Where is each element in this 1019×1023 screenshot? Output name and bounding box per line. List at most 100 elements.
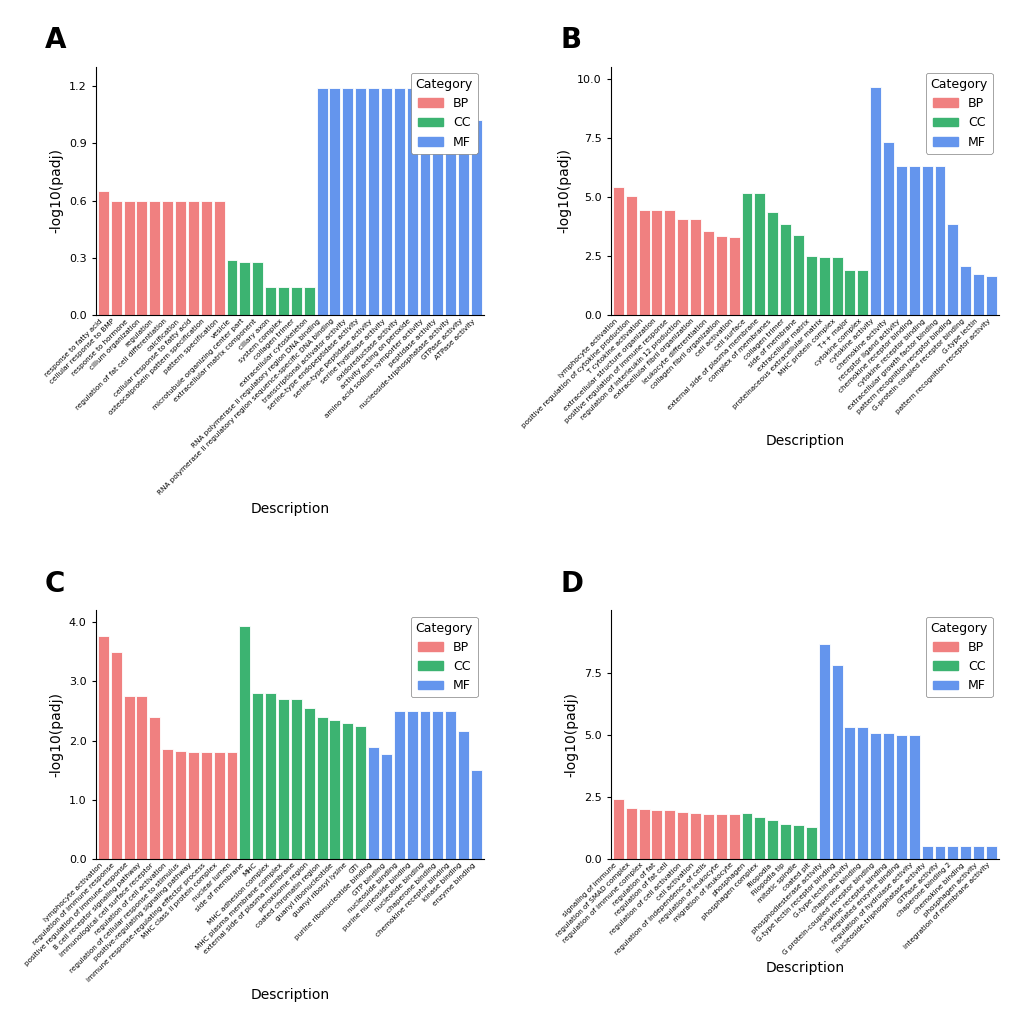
Bar — [908, 735, 919, 859]
Text: D: D — [559, 570, 583, 598]
Bar — [316, 717, 327, 859]
Bar — [342, 88, 353, 315]
Bar — [933, 846, 945, 859]
Bar — [111, 652, 121, 859]
Bar — [368, 747, 379, 859]
Text: A: A — [45, 27, 66, 54]
Bar — [663, 810, 675, 859]
Bar — [355, 725, 366, 859]
X-axis label: Description: Description — [250, 988, 329, 1003]
Bar — [329, 720, 340, 859]
Bar — [612, 187, 624, 315]
Bar — [792, 826, 803, 859]
Bar — [458, 99, 469, 315]
Bar — [252, 262, 263, 315]
Bar — [638, 210, 649, 315]
Bar — [805, 256, 816, 315]
Bar — [149, 717, 160, 859]
Bar — [677, 811, 688, 859]
Bar — [342, 723, 353, 859]
Bar — [98, 636, 109, 859]
Bar — [278, 699, 288, 859]
Bar — [702, 231, 713, 315]
Bar — [651, 210, 661, 315]
Bar — [830, 665, 842, 859]
Bar — [663, 210, 675, 315]
Bar — [921, 166, 931, 315]
Legend: BP, CC, MF: BP, CC, MF — [925, 73, 991, 153]
Bar — [947, 224, 958, 315]
Bar — [985, 276, 996, 315]
Bar — [818, 257, 828, 315]
Bar — [754, 816, 764, 859]
Bar — [432, 711, 443, 859]
Bar — [239, 626, 250, 859]
Bar — [187, 201, 199, 315]
Bar — [638, 809, 649, 859]
Bar — [947, 846, 958, 859]
Bar — [380, 88, 391, 315]
Bar — [471, 770, 481, 859]
X-axis label: Description: Description — [764, 435, 844, 448]
Bar — [380, 754, 391, 859]
Bar — [419, 88, 430, 315]
Bar — [213, 753, 224, 859]
Bar — [187, 753, 199, 859]
Bar — [304, 708, 314, 859]
Bar — [368, 88, 379, 315]
Bar — [432, 88, 443, 315]
Bar — [175, 201, 185, 315]
Bar — [226, 260, 237, 315]
Bar — [329, 88, 340, 315]
Bar — [175, 751, 185, 859]
Bar — [123, 201, 135, 315]
Bar — [766, 820, 777, 859]
Bar — [419, 711, 430, 859]
Text: C: C — [45, 570, 65, 598]
Bar — [741, 813, 752, 859]
Legend: BP, CC, MF: BP, CC, MF — [411, 617, 478, 698]
Y-axis label: -log10(padj): -log10(padj) — [49, 693, 63, 777]
Bar — [754, 193, 764, 315]
Bar — [830, 257, 842, 315]
Bar — [895, 735, 906, 859]
Y-axis label: -log10(padj): -log10(padj) — [564, 693, 578, 777]
Bar — [265, 694, 276, 859]
Bar — [728, 237, 739, 315]
Bar — [921, 846, 931, 859]
Bar — [290, 286, 302, 315]
Bar — [882, 142, 893, 315]
Bar — [895, 166, 906, 315]
Bar — [933, 166, 945, 315]
Y-axis label: -log10(padj): -log10(padj) — [556, 148, 571, 233]
X-axis label: Description: Description — [764, 962, 844, 975]
Bar — [304, 286, 314, 315]
Bar — [959, 846, 970, 859]
Bar — [201, 201, 212, 315]
Bar — [972, 846, 983, 859]
Bar — [625, 808, 636, 859]
Bar — [111, 201, 121, 315]
Bar — [818, 644, 828, 859]
Bar — [780, 224, 791, 315]
Bar — [690, 813, 700, 859]
Bar — [445, 711, 455, 859]
Bar — [766, 213, 777, 315]
Bar — [690, 219, 700, 315]
Bar — [458, 730, 469, 859]
Bar — [857, 727, 867, 859]
Bar — [355, 88, 366, 315]
Bar — [741, 193, 752, 315]
Bar — [407, 88, 417, 315]
Bar — [201, 753, 212, 859]
Bar — [972, 274, 983, 315]
Bar — [123, 697, 135, 859]
Bar — [715, 236, 726, 315]
Bar — [702, 813, 713, 859]
Bar — [651, 810, 661, 859]
Bar — [252, 694, 263, 859]
Bar — [677, 219, 688, 315]
Bar — [805, 827, 816, 859]
Bar — [612, 799, 624, 859]
Bar — [265, 286, 276, 315]
